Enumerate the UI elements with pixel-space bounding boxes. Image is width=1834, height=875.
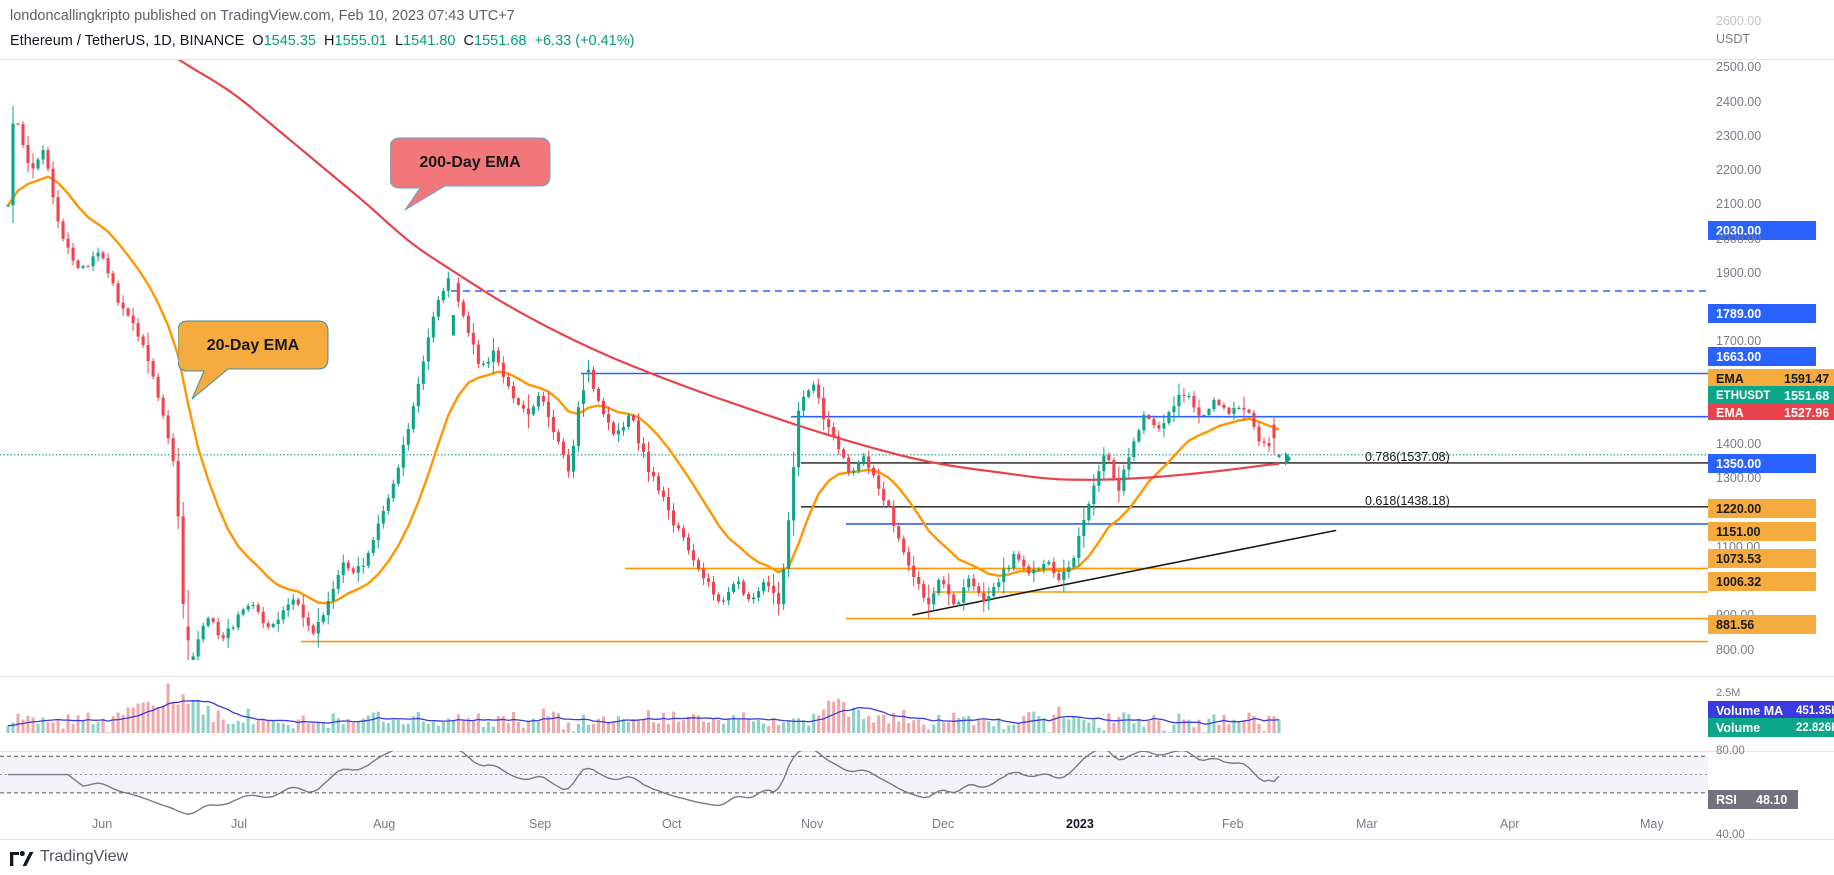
svg-text:20-Day EMA: 20-Day EMA xyxy=(207,337,300,354)
svg-text:200-Day EMA: 200-Day EMA xyxy=(419,154,521,171)
